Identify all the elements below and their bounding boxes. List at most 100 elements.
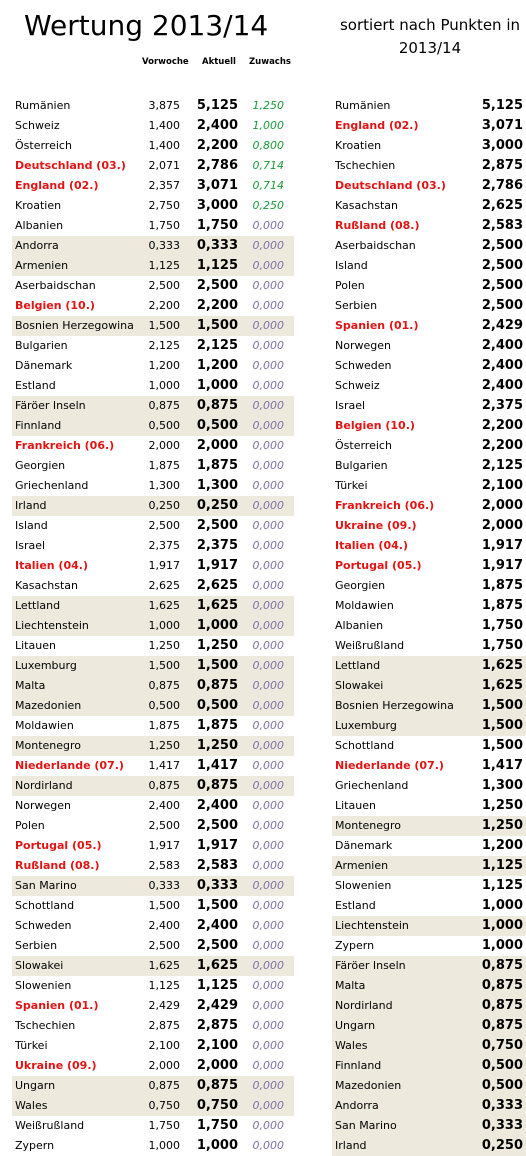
zuwachs-value: 0,714 bbox=[252, 179, 285, 192]
country-name: Schweden bbox=[335, 359, 392, 372]
table-row: Moldawien 1,875 1,875 0,000 bbox=[12, 716, 294, 736]
country-name: Slowenien bbox=[335, 879, 392, 892]
country-name: Bosnien Herzegowina bbox=[335, 699, 454, 712]
zuwachs-value: 0,000 bbox=[252, 519, 285, 532]
vorwoche-value: 3,875 bbox=[148, 99, 181, 112]
country-name: Portugal (05.) bbox=[15, 839, 102, 852]
country-name: Irland bbox=[335, 1139, 367, 1152]
table-row: Bulgarien 2,125 bbox=[332, 456, 526, 476]
country-name: Georgien bbox=[335, 579, 386, 592]
aktuell-value: 2,000 bbox=[196, 1058, 238, 1073]
table-row: Dänemark 1,200 bbox=[332, 836, 526, 856]
country-name: Georgien bbox=[15, 459, 66, 472]
table-row: Luxemburg 1,500 bbox=[332, 716, 526, 736]
aktuell-value: 1,750 bbox=[196, 1118, 238, 1133]
table-row: England (02.) 3,071 bbox=[332, 116, 526, 136]
aktuell-value: 1,250 bbox=[196, 638, 238, 653]
country-name: Andorra bbox=[335, 1099, 379, 1112]
aktuell-value: 1,750 bbox=[196, 218, 238, 233]
zuwachs-value: 0,000 bbox=[252, 699, 285, 712]
table-row: Deutschland (03.) 2,786 bbox=[332, 176, 526, 196]
country-name: Nordirland bbox=[15, 779, 73, 792]
country-name: Wales bbox=[15, 1099, 48, 1112]
table-row: Montenegro 1,250 bbox=[332, 816, 526, 836]
country-name: Griechenland bbox=[335, 779, 409, 792]
vorwoche-value: 2,000 bbox=[148, 439, 181, 452]
country-name: Zypern bbox=[15, 1139, 55, 1152]
table-row: Liechtenstein 1,000 bbox=[332, 916, 526, 936]
table-row: Serbien 2,500 bbox=[332, 296, 526, 316]
table-row: Aserbaidschan 2,500 bbox=[332, 236, 526, 256]
country-name: Slowenien bbox=[15, 979, 72, 992]
vorwoche-value: 1,875 bbox=[148, 459, 181, 472]
vorwoche-value: 0,875 bbox=[148, 1079, 181, 1092]
vorwoche-value: 0,333 bbox=[148, 879, 181, 892]
country-name: Andorra bbox=[15, 239, 59, 252]
zuwachs-value: 0,000 bbox=[252, 599, 285, 612]
aktuell-value: 1,917 bbox=[196, 558, 238, 573]
table-row: Schottland 1,500 1,500 0,000 bbox=[12, 896, 294, 916]
country-name: Schottland bbox=[15, 899, 75, 912]
country-name: Montenegro bbox=[335, 819, 402, 832]
country-name: Portugal (05.) bbox=[335, 559, 422, 572]
country-name: Färöer Inseln bbox=[335, 959, 406, 972]
aktuell-value: 0,333 bbox=[196, 878, 238, 893]
table-row: Irland 0,250 0,250 0,000 bbox=[12, 496, 294, 516]
table-row: Kroatien 2,750 3,000 0,250 bbox=[12, 196, 294, 216]
aktuell-value: 2,200 bbox=[196, 298, 238, 313]
country-name: Rußland (08.) bbox=[15, 859, 100, 872]
points-value: 2,786 bbox=[481, 178, 523, 193]
table-row: Griechenland 1,300 1,300 0,000 bbox=[12, 476, 294, 496]
country-name: Tschechien bbox=[15, 1019, 76, 1032]
table-row: Aserbaidschan 2,500 2,500 0,000 bbox=[12, 276, 294, 296]
country-name: England (02.) bbox=[15, 179, 99, 192]
country-name: Mazedonien bbox=[15, 699, 82, 712]
table-row: Bosnien Herzegowina 1,500 1,500 0,000 bbox=[12, 316, 294, 336]
zuwachs-value: 0,000 bbox=[252, 959, 285, 972]
table-row: Zypern 1,000 1,000 0,000 bbox=[12, 1136, 294, 1156]
country-name: Dänemark bbox=[335, 839, 393, 852]
aktuell-value: 3,000 bbox=[196, 198, 238, 213]
aktuell-value: 1,917 bbox=[196, 838, 238, 853]
zuwachs-value: 0,000 bbox=[252, 719, 285, 732]
country-name: Rumänien bbox=[335, 99, 391, 112]
vorwoche-value: 2,100 bbox=[148, 1039, 181, 1052]
table-row: Spanien (01.) 2,429 bbox=[332, 316, 526, 336]
points-value: 1,500 bbox=[481, 698, 523, 713]
aktuell-value: 1,200 bbox=[196, 358, 238, 373]
aktuell-value: 0,875 bbox=[196, 678, 238, 693]
country-name: Spanien (01.) bbox=[15, 999, 99, 1012]
table-row: Rußland (08.) 2,583 bbox=[332, 216, 526, 236]
table-row: Schweiz 2,400 bbox=[332, 376, 526, 396]
points-value: 1,917 bbox=[481, 538, 523, 553]
table-row: Norwegen 2,400 2,400 0,000 bbox=[12, 796, 294, 816]
table-row: San Marino 0,333 bbox=[332, 1116, 526, 1136]
points-value: 2,625 bbox=[481, 198, 523, 213]
vorwoche-value: 2,625 bbox=[148, 579, 181, 592]
table-row: Serbien 2,500 2,500 0,000 bbox=[12, 936, 294, 956]
zuwachs-value: 0,000 bbox=[252, 319, 285, 332]
aktuell-value: 2,500 bbox=[196, 818, 238, 833]
table-row: Türkei 2,100 bbox=[332, 476, 526, 496]
table-row: Armenien 1,125 1,125 0,000 bbox=[12, 256, 294, 276]
ranking-table-alphabetical: Rumänien 3,875 5,125 1,250 Schweiz 1,400 2,400… bbox=[12, 96, 294, 1156]
country-name: Litauen bbox=[15, 639, 56, 652]
zuwachs-value: 0,000 bbox=[252, 219, 285, 232]
table-row: Deutschland (03.) 2,071 2,786 0,714 bbox=[12, 156, 294, 176]
country-name: Rumänien bbox=[15, 99, 71, 112]
country-name: Albanien bbox=[335, 619, 384, 632]
aktuell-value: 2,500 bbox=[196, 518, 238, 533]
vorwoche-value: 1,875 bbox=[148, 719, 181, 732]
zuwachs-value: 0,000 bbox=[252, 579, 285, 592]
country-name: Israel bbox=[335, 399, 366, 412]
vorwoche-value: 0,500 bbox=[148, 419, 181, 432]
table-row: San Marino 0,333 0,333 0,000 bbox=[12, 876, 294, 896]
points-value: 1,417 bbox=[481, 758, 523, 773]
country-name: Bosnien Herzegowina bbox=[15, 319, 134, 332]
aktuell-value: 1,500 bbox=[196, 658, 238, 673]
country-name: Slowakei bbox=[15, 959, 64, 972]
vorwoche-value: 1,750 bbox=[148, 1119, 181, 1132]
vorwoche-value: 2,071 bbox=[148, 159, 181, 172]
zuwachs-value: 0,000 bbox=[252, 399, 285, 412]
zuwachs-value: 0,000 bbox=[252, 759, 285, 772]
